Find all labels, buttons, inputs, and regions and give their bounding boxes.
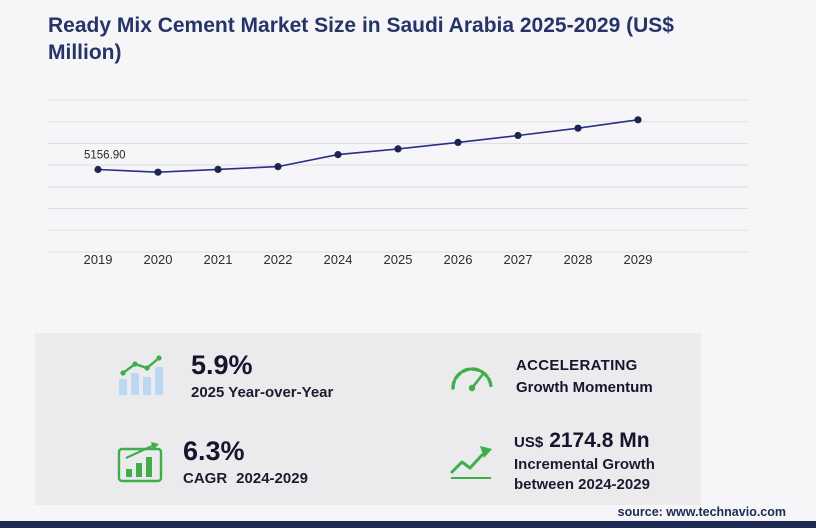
data-point [274,163,282,171]
cagr-value: 6.3% [183,436,245,467]
x-tick-label: 2028 [564,252,593,267]
incremental-value-row: US$ 2174.8 Mn [514,429,655,453]
stat-yoy: 5.9% 2025 Year-over-Year [35,333,430,419]
yoy-label: 2025 Year-over-Year [191,383,334,401]
market-size-line [97,119,639,174]
x-tick-label: 2022 [264,252,293,267]
x-tick-label: 2019 [84,252,113,267]
momentum-line1: ACCELERATING [516,356,638,374]
data-point [514,131,522,140]
page-title: Ready Mix Cement Market Size in Saudi Ar… [48,14,674,65]
incremental-value: 2174.8 Mn [549,428,650,452]
x-tick-label: 2029 [624,252,653,267]
bottom-accent-bar [0,521,816,528]
x-tick-label: 2025 [384,252,413,267]
first-point-label: 5156.90 [84,150,126,162]
stat-cagr: 6.3% CAGR 2024-2029 [35,419,430,505]
market-size-chart: 2019 2020 2021 2022 2024 2025 2026 2027 2028 2029… [48,96,748,276]
bar-chart-box-icon [117,441,163,483]
source-attribution: source: www.technavio.com [618,505,786,519]
data-point [154,168,162,176]
stat-incremental-text: US$ 2174.8 Mn Incremental Growth between… [514,429,655,496]
stat-cagr-text: 6.3% CAGR 2024-2029 [183,436,308,487]
data-point [94,165,102,174]
stat-momentum-text: ACCELERATING Growth Momentum [516,357,653,396]
source-prefix: source: [617,505,663,519]
cagr-label: CAGR 2024-2029 [183,470,308,487]
stat-incremental: US$ 2174.8 Mn Incremental Growth between… [430,419,701,505]
source-link[interactable]: www.technavio.com [666,505,786,519]
incremental-currency: US$ [514,433,544,451]
incremental-label-line2: between 2024-2029 [514,476,650,493]
growth-bars-icon [117,355,171,397]
cagr-label-prefix: CAGR [183,469,228,487]
stat-yoy-text: 5.9% 2025 Year-over-Year [191,350,334,401]
incremental-label-line1: Incremental Growth [514,455,655,473]
data-point [214,165,222,173]
line-chart: 2019 2020 2021 2022 2024 2025 2026 2027 2028 2029… [48,99,748,267]
yoy-value: 5.9% [191,350,253,381]
data-point [454,138,462,146]
incremental-growth-icon [448,442,494,482]
speedometer-icon [448,358,496,394]
data-point [394,145,402,153]
cagr-label-range: 2024-2029 [236,469,308,487]
stat-momentum: ACCELERATING Growth Momentum [430,333,701,419]
momentum-line2: Growth Momentum [516,378,653,396]
x-tick-label: 2024 [324,252,353,267]
x-tick-label: 2027 [504,252,533,267]
incremental-label: Incremental Growth between 2024-2029 [514,455,655,496]
x-tick-label: 2026 [444,252,473,267]
stats-panel: 5.9% 2025 Year-over-Year ACCELERATING Gr… [35,333,701,505]
data-point [334,151,342,159]
data-point [574,124,582,132]
x-tick-label: 2021 [204,252,233,267]
x-tick-label: 2020 [144,252,173,267]
data-point [634,116,642,124]
